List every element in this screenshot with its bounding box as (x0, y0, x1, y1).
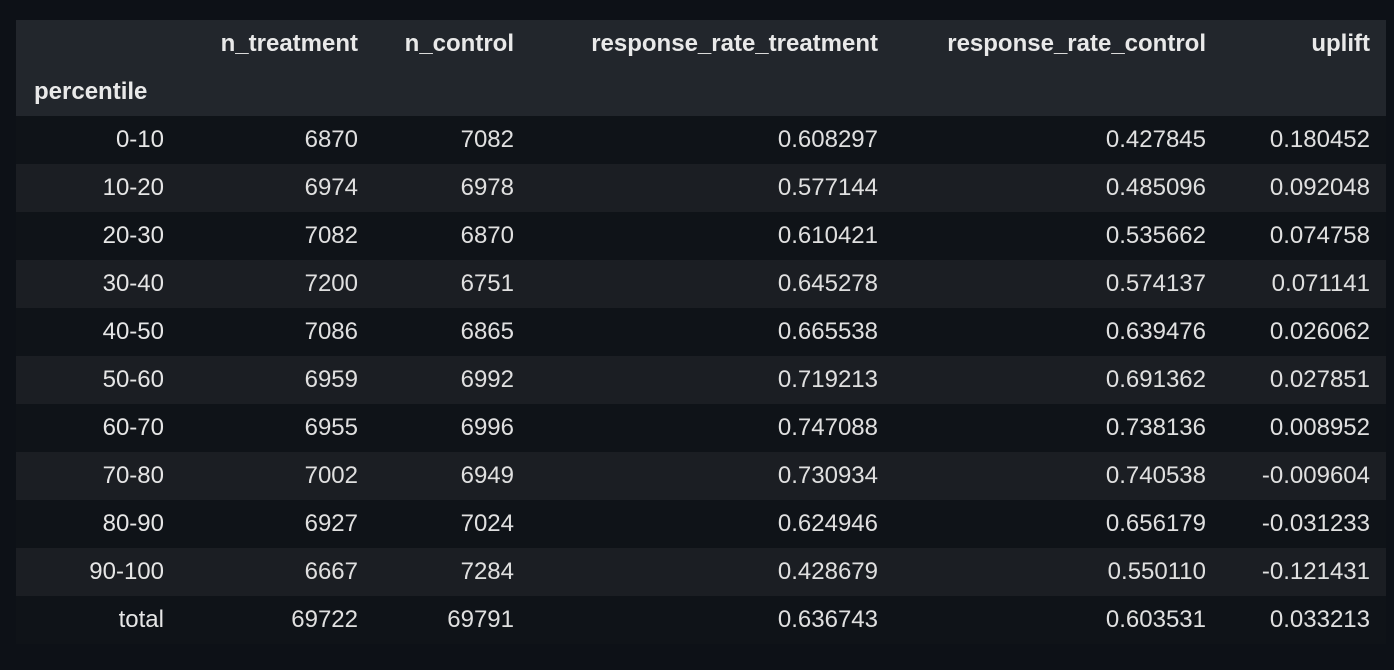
index-name-row: percentile (16, 68, 1386, 116)
n-control-cell: 6865 (460, 318, 514, 345)
row-index-cell: 80-90 (102, 510, 164, 537)
response-rate-treatment-cell: 0.610421 (777, 222, 878, 249)
n-treatment-cell: 7086 (304, 318, 358, 345)
response-rate-treatment-cell: 0.608297 (777, 126, 878, 153)
table-row: 30-40 7200 6751 0.645278 0.574137 0.071141 (16, 260, 1386, 308)
column-header-n-control: n_control (404, 30, 514, 57)
response-rate-control-cell: 0.738136 (1105, 414, 1206, 441)
n-treatment-cell: 6870 (304, 126, 358, 153)
n-treatment-cell: 6667 (304, 558, 358, 585)
response-rate-treatment-cell: 0.645278 (777, 270, 878, 297)
uplift-cell: 0.180452 (1269, 126, 1370, 153)
table-row: 0-10 6870 7082 0.608297 0.427845 0.180452 (16, 116, 1386, 164)
n-control-cell: 69791 (447, 606, 514, 633)
table-header: n_treatment n_control response_rate_trea… (16, 20, 1386, 116)
n-control-cell: 7284 (460, 558, 514, 585)
uplift-cell: 0.092048 (1269, 174, 1370, 201)
uplift-cell: -0.009604 (1261, 462, 1370, 489)
response-rate-treatment-cell: 0.636743 (777, 606, 878, 633)
uplift-cell: -0.121431 (1261, 558, 1370, 585)
empty-header-cell (374, 68, 530, 116)
row-index-cell: 40-50 (102, 318, 164, 345)
response-rate-control-cell: 0.535662 (1105, 222, 1206, 249)
uplift-cell: 0.008952 (1269, 414, 1370, 441)
response-rate-treatment-cell: 0.747088 (777, 414, 878, 441)
table-row: 70-80 7002 6949 0.730934 0.740538 -0.009604 (16, 452, 1386, 500)
response-rate-control-cell: 0.574137 (1105, 270, 1206, 297)
uplift-cell: 0.033213 (1269, 606, 1370, 633)
n-treatment-cell: 6955 (304, 414, 358, 441)
response-rate-control-cell: 0.656179 (1105, 510, 1206, 537)
row-index-cell: 90-100 (89, 558, 164, 585)
uplift-cell: -0.031233 (1261, 510, 1370, 537)
response-rate-control-cell: 0.485096 (1105, 174, 1206, 201)
response-rate-treatment-cell: 0.624946 (777, 510, 878, 537)
response-rate-treatment-cell: 0.577144 (777, 174, 878, 201)
response-rate-treatment-cell: 0.730934 (777, 462, 878, 489)
n-control-cell: 7082 (460, 126, 514, 153)
response-rate-control-cell: 0.740538 (1105, 462, 1206, 489)
empty-header-cell (530, 68, 894, 116)
n-treatment-cell: 69722 (291, 606, 358, 633)
table-row: total 69722 69791 0.636743 0.603531 0.033213 (16, 596, 1386, 644)
response-rate-control-cell: 0.603531 (1105, 606, 1206, 633)
n-treatment-cell: 7200 (304, 270, 358, 297)
n-control-cell: 6996 (460, 414, 514, 441)
empty-header-cell (1222, 68, 1386, 116)
row-index-cell: 30-40 (102, 270, 164, 297)
row-index-cell: 20-30 (102, 222, 164, 249)
n-treatment-cell: 6927 (304, 510, 358, 537)
row-index-cell: 60-70 (102, 414, 164, 441)
n-treatment-cell: 7082 (304, 222, 358, 249)
table-row: 20-30 7082 6870 0.610421 0.535662 0.074758 (16, 212, 1386, 260)
row-index-cell: total (118, 606, 164, 633)
n-control-cell: 6751 (460, 270, 514, 297)
column-header-uplift: uplift (1311, 30, 1370, 57)
index-corner-cell (16, 20, 180, 68)
n-treatment-cell: 6974 (304, 174, 358, 201)
empty-header-cell (180, 68, 374, 116)
column-header-response-rate-control: response_rate_control (947, 30, 1206, 57)
column-header-row: n_treatment n_control response_rate_trea… (16, 20, 1386, 68)
column-header-response-rate-treatment: response_rate_treatment (591, 30, 878, 57)
column-header-n-treatment: n_treatment (220, 30, 358, 57)
index-name-header: percentile (34, 78, 148, 105)
table-row: 40-50 7086 6865 0.665538 0.639476 0.026062 (16, 308, 1386, 356)
dataframe-table: n_treatment n_control response_rate_trea… (16, 20, 1386, 644)
n-treatment-cell: 7002 (304, 462, 358, 489)
table-body: 0-10 6870 7082 0.608297 0.427845 0.180452 10-2… (16, 116, 1386, 644)
n-control-cell: 7024 (460, 510, 514, 537)
table-row: 60-70 6955 6996 0.747088 0.738136 0.008952 (16, 404, 1386, 452)
response-rate-control-cell: 0.427845 (1105, 126, 1206, 153)
uplift-cell: 0.027851 (1269, 366, 1370, 393)
n-control-cell: 6978 (460, 174, 514, 201)
dataframe-output: n_treatment n_control response_rate_trea… (16, 20, 1386, 644)
row-index-cell: 0-10 (115, 126, 164, 153)
response-rate-treatment-cell: 0.665538 (777, 318, 878, 345)
empty-header-cell (894, 68, 1222, 116)
uplift-cell: 0.071141 (1271, 270, 1370, 297)
n-control-cell: 6992 (460, 366, 514, 393)
row-index-cell: 70-80 (102, 462, 164, 489)
table-row: 50-60 6959 6992 0.719213 0.691362 0.027851 (16, 356, 1386, 404)
table-row: 80-90 6927 7024 0.624946 0.656179 -0.031233 (16, 500, 1386, 548)
response-rate-treatment-cell: 0.428679 (777, 558, 878, 585)
uplift-cell: 0.074758 (1269, 222, 1370, 249)
n-treatment-cell: 6959 (304, 366, 358, 393)
response-rate-control-cell: 0.639476 (1105, 318, 1206, 345)
response-rate-treatment-cell: 0.719213 (777, 366, 878, 393)
uplift-cell: 0.026062 (1269, 318, 1370, 345)
row-index-cell: 50-60 (102, 366, 164, 393)
table-row: 10-20 6974 6978 0.577144 0.485096 0.092048 (16, 164, 1386, 212)
n-control-cell: 6949 (460, 462, 514, 489)
row-index-cell: 10-20 (102, 174, 164, 201)
response-rate-control-cell: 0.550110 (1107, 558, 1206, 585)
response-rate-control-cell: 0.691362 (1105, 366, 1206, 393)
table-row: 90-100 6667 7284 0.428679 0.550110 -0.121431 (16, 548, 1386, 596)
n-control-cell: 6870 (460, 222, 514, 249)
